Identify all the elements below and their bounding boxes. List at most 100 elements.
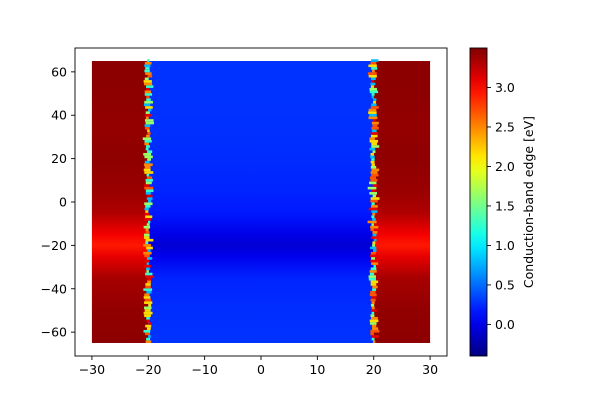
interface-cell — [145, 238, 154, 242]
interface-cell — [368, 277, 376, 281]
interface-cell — [371, 173, 379, 177]
interface-cell — [147, 158, 151, 161]
x-tick-label: −20 — [135, 362, 161, 377]
interface-cell — [144, 90, 152, 94]
interface-cell — [372, 150, 376, 153]
interface-cell — [145, 215, 153, 219]
interface-cell — [145, 275, 155, 278]
interface-cell — [370, 246, 377, 250]
interface-cell — [146, 257, 153, 260]
interface-cell — [147, 129, 150, 133]
interface-cell — [146, 223, 150, 226]
interface-cell — [369, 87, 377, 91]
colorbar-label: Conduction-band edge [eV] — [521, 116, 536, 288]
interface-cell — [371, 126, 379, 130]
interface-cell — [144, 165, 151, 169]
y-tick-label: 60 — [51, 64, 67, 79]
interface-cell — [373, 264, 376, 268]
interface-cell — [143, 296, 151, 299]
interface-cell — [142, 137, 152, 140]
interface-cell — [144, 82, 153, 86]
interface-cell — [370, 267, 377, 271]
y-tick-label: 20 — [51, 151, 67, 166]
interface-cell — [146, 316, 150, 320]
interface-cell — [144, 309, 151, 312]
interface-cell — [145, 67, 150, 70]
interface-cell — [145, 72, 152, 75]
interface-cell — [370, 316, 378, 320]
interface-cell — [371, 103, 377, 107]
interface-cell — [371, 59, 379, 62]
interface-cell — [370, 332, 374, 336]
interface-cell — [368, 207, 378, 211]
interface-cell — [370, 254, 379, 258]
interface-cell — [370, 199, 378, 203]
interface-cell — [144, 186, 154, 190]
interface-cell — [370, 176, 377, 180]
interface-cell — [143, 168, 151, 172]
interface-cell — [372, 218, 376, 221]
interface-cell — [372, 233, 377, 237]
interface-cell — [145, 205, 151, 208]
interface-cell — [144, 202, 153, 206]
interface-cell — [369, 139, 379, 143]
heatmap-region-barrier-left — [91, 61, 149, 343]
interface-cell — [372, 184, 378, 187]
interface-cell — [370, 106, 379, 109]
interface-cell — [372, 288, 377, 291]
interface-cell — [145, 145, 150, 148]
interface-cell — [144, 184, 150, 187]
interface-cell — [145, 283, 151, 286]
interface-cell — [146, 262, 149, 265]
interface-cell — [372, 340, 376, 343]
interface-right — [367, 59, 380, 343]
interface-cell — [368, 108, 377, 112]
interface-cell — [145, 340, 152, 343]
interface-cell — [144, 139, 152, 143]
interface-cell — [145, 231, 150, 234]
interface-cell — [372, 194, 377, 198]
interface-cell — [371, 301, 375, 304]
interface-cell — [143, 103, 151, 107]
interface-cell — [143, 264, 152, 268]
interface-cell — [144, 293, 150, 297]
interface-cell — [370, 329, 380, 333]
interface-cell — [145, 189, 154, 193]
interface-cell — [144, 218, 152, 221]
interface-cell — [144, 93, 153, 96]
interface-cell — [148, 303, 152, 307]
colorbar: 0.0 0.5 1.0 1.5 2.0 2.5 3.0 Conduction-band edg… — [469, 47, 536, 357]
interface-cell — [146, 85, 154, 88]
interface-cell — [371, 337, 375, 341]
interface-cell — [143, 236, 150, 239]
interface-cell — [144, 100, 154, 104]
interface-cell — [368, 64, 377, 68]
interface-cell — [372, 231, 378, 234]
interface-cell — [370, 314, 375, 317]
colorbar-tick-label: 3.0 — [495, 80, 515, 95]
interface-cell — [369, 293, 377, 297]
interface-cell — [144, 113, 153, 117]
interface-cell — [143, 251, 152, 255]
y-tick-label: 0 — [59, 195, 67, 210]
interface-cell — [369, 270, 377, 273]
heatmap-region-well — [148, 61, 374, 343]
interface-cell — [144, 142, 149, 146]
x-tick-label: 0 — [257, 362, 265, 377]
interface-cell — [369, 319, 379, 323]
interface-cell — [144, 64, 151, 68]
interface-cell — [373, 249, 377, 252]
interface-cell — [144, 77, 149, 81]
interface-cell — [367, 186, 377, 190]
interface-cell — [147, 150, 153, 153]
interface-cell — [145, 106, 153, 109]
interface-cell — [146, 95, 150, 99]
interface-cell — [373, 98, 377, 101]
interface-cell — [371, 223, 374, 226]
interface-cell — [370, 61, 377, 65]
interface-cell — [370, 303, 375, 307]
interface-cell — [371, 168, 380, 172]
interface-cell — [371, 80, 374, 83]
colorbar-tick-label: 0.0 — [495, 317, 515, 332]
